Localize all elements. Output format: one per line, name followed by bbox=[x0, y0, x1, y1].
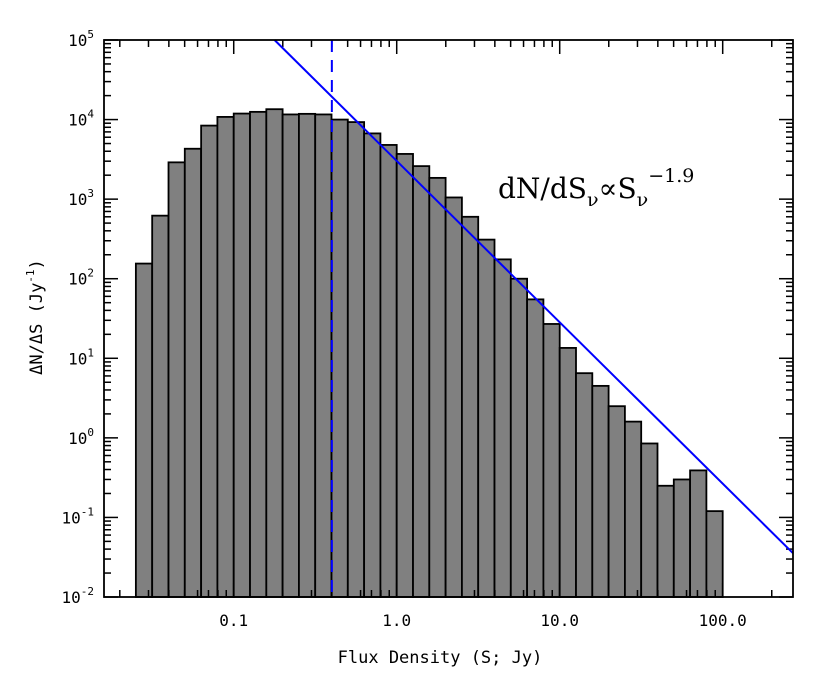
y-tick-exponent: -1 bbox=[81, 505, 94, 518]
y-tick-exponent: -2 bbox=[81, 585, 94, 598]
histogram-bar bbox=[444, 196, 463, 598]
histogram-bar bbox=[689, 469, 708, 598]
annotation-exponent: −1.9 bbox=[648, 165, 694, 187]
histogram-bar bbox=[363, 132, 382, 598]
y-tick-exponent: 4 bbox=[87, 108, 94, 121]
histogram-bar bbox=[493, 258, 512, 598]
histogram-bar bbox=[656, 484, 675, 598]
histogram-bar bbox=[591, 384, 610, 598]
power-law-annotation: dN/dSν∝Sν−1.9 bbox=[498, 165, 694, 211]
histogram-bar bbox=[346, 121, 366, 598]
x-tick-label: 10.0 bbox=[540, 611, 579, 630]
annotation-sub-nu-2: ν bbox=[637, 189, 649, 211]
x-tick-label: 100.0 bbox=[699, 611, 747, 630]
y-tick-exponent: 3 bbox=[87, 187, 94, 200]
histogram-bar bbox=[526, 298, 545, 598]
histogram-bar bbox=[705, 510, 724, 598]
y-axis-title-close: ) bbox=[27, 259, 47, 269]
histogram-bar bbox=[640, 442, 659, 598]
x-tick-label: 1.0 bbox=[382, 611, 411, 630]
y-tick-base: 10 bbox=[68, 349, 87, 368]
histogram-bar bbox=[216, 116, 235, 598]
y-tick-label: 102 bbox=[68, 267, 94, 289]
y-tick-base: 10 bbox=[68, 31, 87, 50]
histogram-bar bbox=[428, 176, 447, 598]
histogram-bar bbox=[542, 323, 561, 598]
annotation-s: S bbox=[617, 172, 636, 205]
histogram-bar bbox=[672, 478, 691, 598]
annotation-proportional: ∝ bbox=[599, 172, 618, 205]
histogram-bar bbox=[575, 372, 594, 598]
y-tick-base: 10 bbox=[61, 508, 80, 527]
x-tick-labels: 0.1 1.0 10.0 100.0 bbox=[219, 611, 747, 630]
x-tick-label: 0.1 bbox=[219, 611, 248, 630]
y-tick-label: 105 bbox=[68, 28, 94, 50]
histogram-bar bbox=[607, 405, 626, 598]
histogram-bar bbox=[281, 113, 300, 598]
histogram-bar bbox=[477, 238, 496, 598]
histogram-bar bbox=[558, 347, 577, 598]
annotation-sub-nu-1: ν bbox=[587, 189, 599, 211]
histogram-bar bbox=[183, 147, 203, 598]
histogram-bar bbox=[200, 124, 219, 598]
y-tick-base: 10 bbox=[68, 190, 87, 209]
y-axis-title-base: ΔN/ΔS (Jy bbox=[27, 283, 47, 375]
histogram-bar bbox=[167, 161, 186, 598]
histogram-bar bbox=[151, 214, 170, 598]
plot-frame bbox=[103, 39, 794, 598]
histogram-bar bbox=[265, 108, 284, 598]
histogram-bar bbox=[461, 215, 480, 598]
y-tick-base: 10 bbox=[68, 270, 87, 289]
histogram-bar bbox=[509, 277, 529, 598]
y-tick-base: 10 bbox=[61, 588, 80, 607]
histogram-bar bbox=[134, 262, 154, 598]
histogram-bar bbox=[314, 113, 333, 598]
y-tick-label: 100 bbox=[68, 426, 94, 448]
y-tick-exponent: 2 bbox=[87, 267, 94, 280]
y-tick-base: 10 bbox=[68, 429, 87, 448]
histogram-bar bbox=[623, 420, 643, 598]
y-tick-label: 103 bbox=[68, 187, 94, 209]
histogram-bar bbox=[330, 118, 349, 598]
histogram-bar bbox=[379, 144, 398, 598]
annotation-dn-ds: dN/dS bbox=[498, 172, 587, 205]
y-tick-label: 101 bbox=[68, 346, 94, 368]
histogram-bar bbox=[232, 112, 251, 598]
axis-ticks bbox=[104, 39, 793, 598]
histogram-bar bbox=[249, 110, 268, 598]
y-tick-exponent: 0 bbox=[87, 426, 94, 439]
histogram-bar bbox=[298, 112, 317, 598]
histogram-bar bbox=[412, 165, 431, 598]
histogram-bars bbox=[134, 108, 724, 598]
histogram-bar bbox=[395, 153, 414, 598]
y-tick-label: 10-1 bbox=[61, 505, 94, 527]
y-tick-label: 10-2 bbox=[61, 585, 94, 607]
y-tick-exponent: 5 bbox=[87, 28, 94, 41]
power-law-fit-line bbox=[273, 39, 794, 554]
y-tick-label: 104 bbox=[68, 108, 94, 130]
y-tick-exponent: 1 bbox=[87, 346, 94, 359]
y-axis-title: ΔN/ΔS (Jy-1) bbox=[24, 259, 47, 375]
y-axis-title-exponent: -1 bbox=[24, 269, 37, 282]
x-axis-title: Flux Density (S; Jy) bbox=[338, 648, 543, 668]
y-tick-base: 10 bbox=[68, 111, 87, 130]
